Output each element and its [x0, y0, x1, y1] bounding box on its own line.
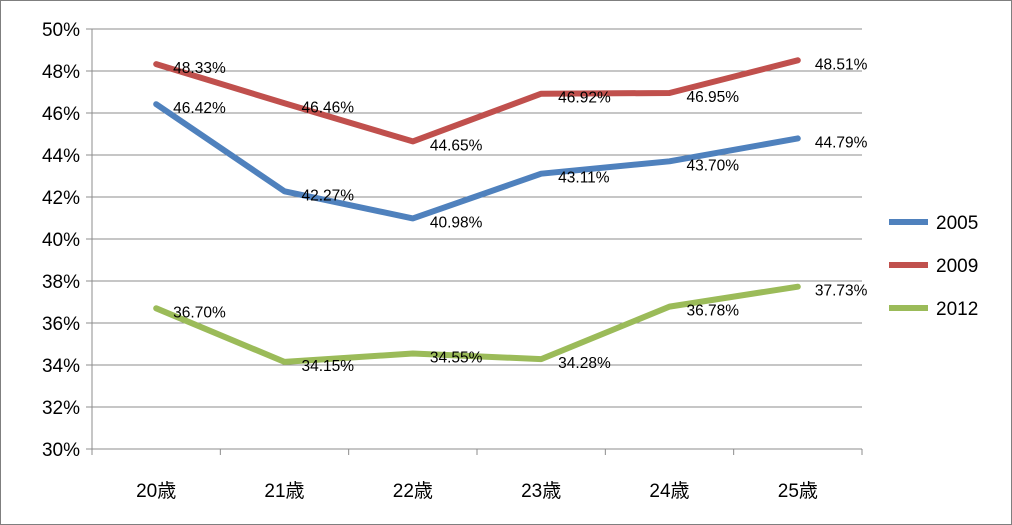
y-tick-label: 34%	[42, 356, 80, 377]
x-tick-label: 21歳	[264, 480, 304, 502]
data-label-2009: 46.46%	[302, 99, 355, 116]
data-label-2005: 43.11%	[558, 170, 610, 187]
series-line-2012	[153, 283, 801, 365]
data-label-2012: 34.15%	[302, 358, 355, 375]
y-tick-label: 50%	[42, 20, 80, 41]
data-label-2005: 42.27%	[302, 187, 355, 204]
data-label-2009: 48.51%	[815, 56, 868, 73]
axes: 30% 32% 34% 36% 38% 40% 42% 44% 46% 48% 50% 20歳 21歳 2…	[42, 20, 863, 502]
y-tick-label: 44%	[42, 146, 80, 167]
legend: 2005 2009 2012	[889, 213, 978, 320]
data-label-2009: 48.33%	[173, 60, 226, 77]
y-tick-label: 32%	[42, 398, 80, 419]
x-tick-label: 24歳	[649, 480, 689, 502]
series-line-2005	[153, 101, 801, 222]
gridlines	[92, 28, 862, 450]
data-label-2009: 44.65%	[430, 137, 483, 154]
x-tick-label: 25歳	[778, 480, 818, 502]
data-label-2005: 44.79%	[815, 134, 868, 151]
y-tick-label: 30%	[42, 440, 80, 461]
data-label-2005: 43.70%	[687, 157, 740, 174]
y-tick-label: 46%	[42, 104, 80, 125]
data-label-2009: 46.92%	[558, 90, 611, 107]
data-label-2005: 46.42%	[173, 100, 226, 117]
y-tick-label: 38%	[42, 272, 80, 293]
legend-label-2012: 2012	[936, 299, 978, 320]
x-tick-label: 22歳	[393, 480, 433, 502]
y-tick-label: 48%	[42, 62, 80, 83]
data-label-2012: 34.55%	[430, 349, 483, 366]
x-tick-label: 20歳	[136, 480, 176, 502]
data-label-2012: 37.73%	[815, 283, 868, 300]
series-line-2009	[153, 57, 801, 145]
series-lines	[153, 57, 801, 365]
y-tick-label: 40%	[42, 230, 80, 251]
legend-label-2009: 2009	[936, 256, 978, 277]
data-label-2012: 36.78%	[687, 303, 740, 320]
legend-label-2005: 2005	[936, 213, 978, 234]
data-label-2009: 46.95%	[687, 89, 740, 106]
data-label-2005: 40.98%	[430, 214, 483, 231]
data-labels: 46.42% 42.27% 40.98% 43.11% 43.70% 44.79% 48.3…	[173, 56, 867, 375]
y-tick-label: 36%	[42, 314, 80, 335]
data-label-2012: 34.28%	[558, 355, 611, 372]
data-label-2012: 36.70%	[173, 304, 226, 321]
y-tick-label: 42%	[42, 188, 80, 209]
x-tick-label: 23歳	[521, 480, 561, 502]
